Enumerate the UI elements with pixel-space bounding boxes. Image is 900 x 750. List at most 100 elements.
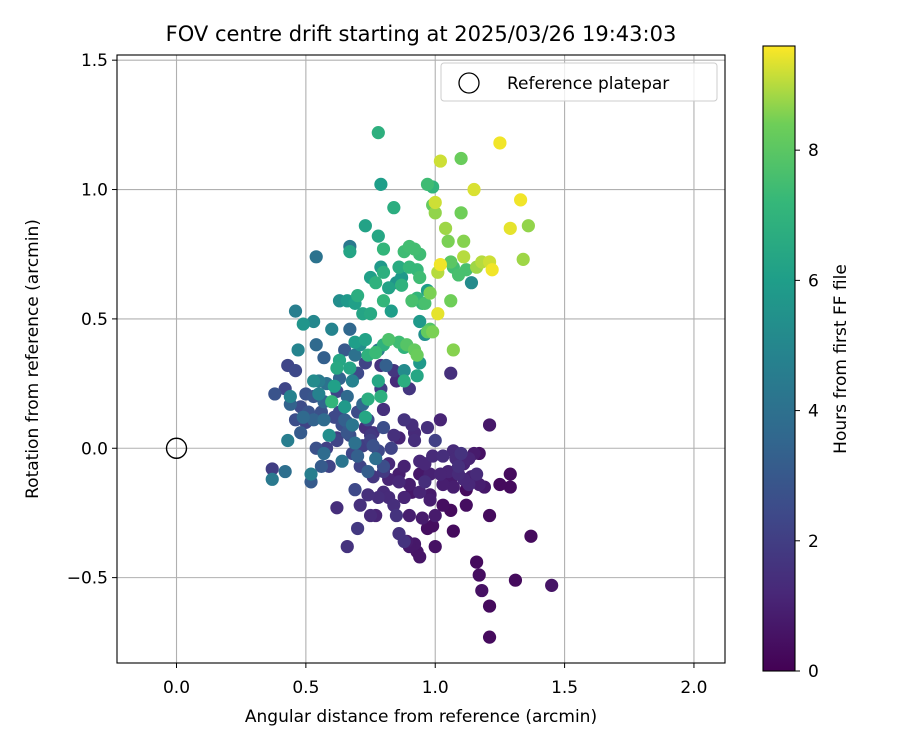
data-point [433,257,448,272]
data-point [317,446,331,461]
data-point [268,387,282,401]
data-point [467,182,481,197]
data-point [369,276,383,290]
data-point [446,524,460,538]
data-point [420,521,435,536]
data-point [436,449,450,463]
data-point [382,332,396,347]
y-axis-label: Rotation from reference (arcmin) [23,219,43,499]
data-point [503,467,517,481]
data-point [387,201,401,215]
data-point [503,221,517,235]
data-point [418,296,432,310]
data-points [265,126,559,644]
data-point [351,449,365,463]
data-point [436,477,450,492]
data-point [371,490,385,505]
y-tick-label: 0.5 [81,310,108,330]
x-axis-label: Angular distance from reference (arcmin) [245,707,597,727]
data-point [413,485,427,499]
y-axis-ticks: −0.5 0.0 0.5 1.0 1.5 [67,51,117,589]
data-point [457,250,471,264]
data-point [482,630,497,644]
data-point [405,294,419,308]
data-point [376,402,391,417]
data-point [304,467,318,481]
legend-box [440,62,718,102]
data-point [436,498,450,512]
data-point [351,289,365,303]
data-point [288,364,303,378]
y-tick-label: 0.0 [81,439,108,459]
y-tick-label: 1.0 [81,181,108,201]
data-point [444,255,458,269]
data-point [413,550,427,564]
data-point [338,400,352,414]
data-point [420,420,435,435]
data-point [291,343,305,357]
data-point [397,413,411,427]
data-point [382,281,396,295]
data-point [376,242,391,256]
data-point [369,345,383,360]
colorbar-tick-label: 4 [808,402,819,422]
data-point [335,454,349,468]
data-point [374,389,388,404]
data-point [387,428,401,442]
data-point [464,276,479,290]
data-point [493,136,507,150]
data-point [345,418,360,432]
data-point [343,245,357,259]
data-point [358,332,372,347]
data-point [516,252,530,266]
data-point [309,338,323,352]
data-point [384,304,398,318]
data-point [423,493,437,507]
data-point [521,219,535,233]
data-point [426,449,440,463]
data-point [371,374,385,388]
colorbar-label: Hours from first FF file [831,264,851,454]
reference-marker [165,437,188,459]
data-point [503,480,517,494]
data-point [371,126,385,140]
x-tick-label: 0.5 [292,678,319,698]
y-tick-label: −0.5 [67,569,108,589]
data-point [397,490,411,505]
data-point [485,263,499,277]
data-point [343,322,357,336]
data-point [493,477,507,492]
data-point [366,439,380,453]
colorbar-tick-label: 8 [808,141,819,161]
data-point [433,467,448,481]
data-point [545,578,559,592]
data-point [379,358,393,373]
data-point [265,462,279,476]
data-point [343,361,357,375]
data-point [475,583,489,598]
data-point [413,270,427,285]
legend: Reference platepar [440,62,718,102]
data-point [307,413,321,427]
data-point [325,322,339,336]
data-point [413,314,427,329]
data-point [441,234,455,248]
data-point [389,508,404,523]
x-tick-label: 1.0 [422,678,449,698]
data-point [338,343,352,357]
data-point [348,348,362,362]
data-point [314,459,328,473]
data-point [345,374,360,388]
data-point [281,433,295,448]
data-point [423,286,437,300]
data-point [384,441,398,455]
x-axis-ticks: 0.0 0.5 1.0 1.5 2.0 [163,663,707,698]
data-point [433,413,448,427]
data-point [278,464,292,479]
data-point [374,177,388,191]
data-point [327,379,341,393]
data-point [361,464,375,479]
data-point [394,278,409,292]
data-point [309,250,323,264]
colorbar-tick-label: 6 [808,271,819,291]
